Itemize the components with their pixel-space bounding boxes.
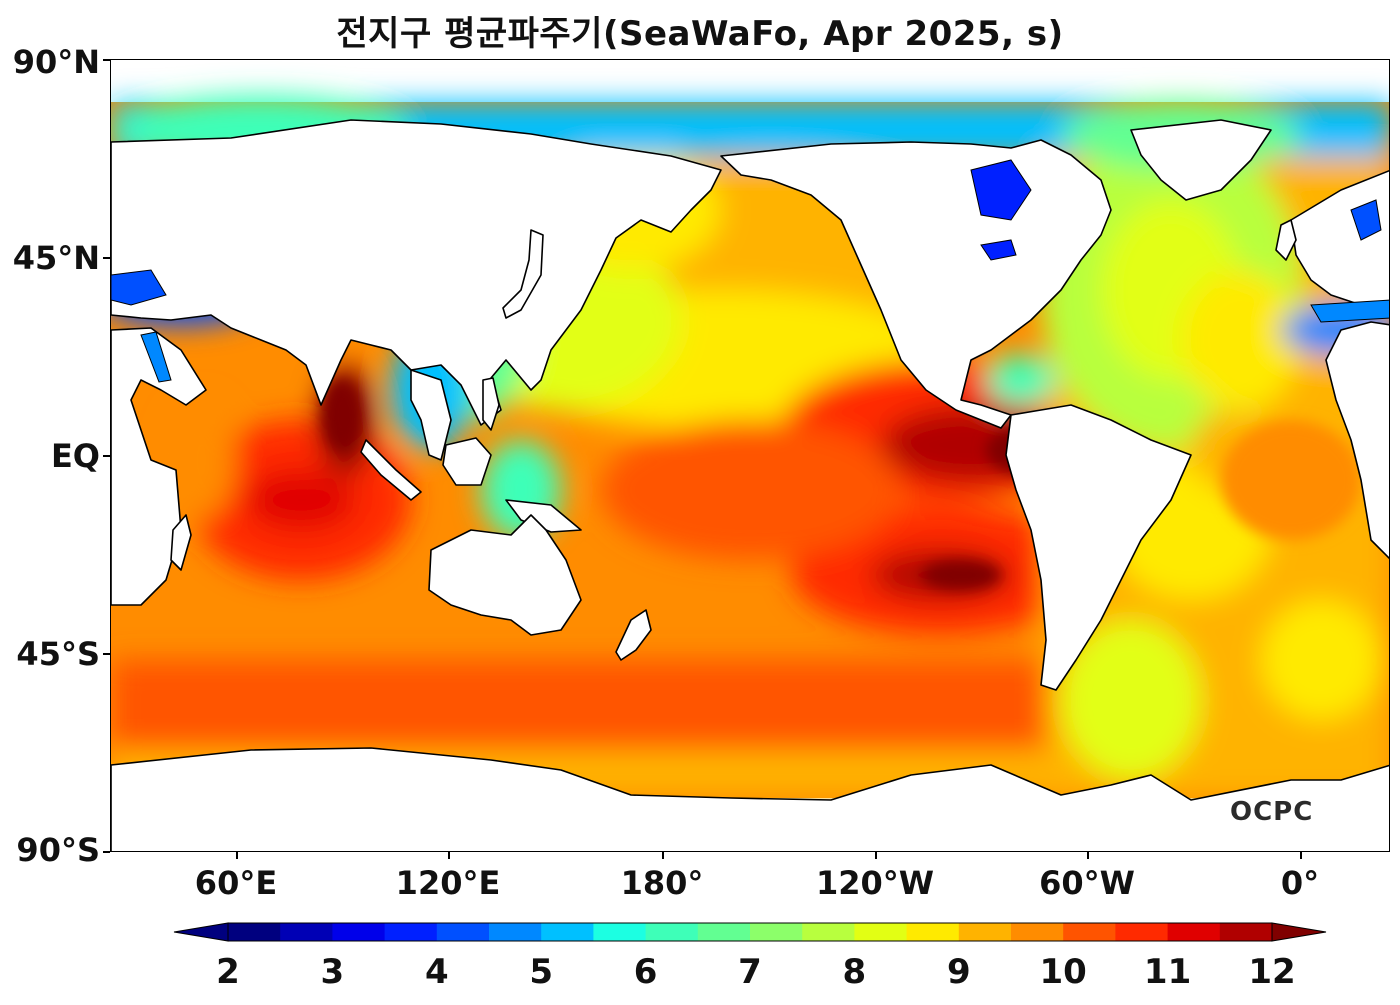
lon-tick [1087, 852, 1089, 859]
colorbar-cell [697, 923, 751, 941]
lon-label-120w: 120°W [815, 864, 935, 902]
lon-label-60e: 60°E [194, 864, 278, 902]
land-philippines [482, 377, 500, 431]
lat-tick [103, 653, 110, 655]
colorbar [173, 922, 1327, 942]
land-africa-arabia [111, 327, 207, 606]
colorbar-cell [854, 923, 908, 941]
colorbar-tick-label: 3 [320, 952, 345, 992]
lat-tick [103, 851, 110, 853]
colorbar-cell [802, 923, 855, 941]
colorbar-cell [958, 923, 1012, 941]
colorbar-cell [384, 923, 438, 941]
lat-label-90n: 90°N [12, 43, 100, 81]
colorbar-cell [541, 923, 594, 941]
colorbar-tick-label: 11 [1143, 952, 1192, 992]
colorbar-cells [228, 923, 1273, 941]
lon-tick [662, 852, 664, 859]
ocpc-logo: OCPC [1230, 797, 1314, 827]
colorbar-cell [1011, 923, 1064, 941]
land-new-guinea [505, 499, 582, 533]
colorbar-cell [1063, 923, 1116, 941]
colorbar-cell [436, 923, 490, 941]
lat-label-45s: 45°S [16, 635, 100, 673]
red-sea [140, 331, 172, 383]
colorbar-cell [489, 923, 542, 941]
baltic-sea [1350, 199, 1382, 241]
land-madagascar [170, 514, 192, 571]
caspian-black-sea [111, 269, 167, 306]
mediterranean-sea [1310, 299, 1389, 323]
colorbar-tick-label: 7 [738, 952, 762, 992]
lon-label-60w: 60°W [1039, 864, 1135, 902]
land-sumatra [360, 439, 422, 501]
lon-label-120e: 120°E [395, 864, 501, 902]
colorbar-tick-label: 9 [946, 952, 971, 992]
map-title: 전지구 평균파주기(SeaWaFo, Apr 2025, s) [336, 14, 1064, 54]
colorbar-under-arrow [173, 922, 229, 942]
land-africa-west [1325, 321, 1389, 560]
land-se-asia [410, 369, 452, 461]
inland-seas [111, 159, 1389, 383]
colorbar-cell [750, 923, 803, 941]
colorbar-tick-label: 2 [216, 952, 240, 992]
land-greenland [1130, 119, 1272, 201]
colorbar-tick-label: 10 [1039, 952, 1087, 992]
lon-tick [448, 852, 450, 859]
land-uk [1275, 219, 1297, 261]
land-australia [428, 514, 582, 636]
lon-tick [875, 852, 877, 859]
lat-label-90s: 90°S [16, 831, 100, 869]
land-south-america [1005, 404, 1192, 691]
lat-tick [103, 455, 110, 457]
great-lakes [980, 239, 1017, 261]
lat-label-eq: EQ [50, 437, 100, 475]
colorbar-cell [332, 923, 386, 941]
land-borneo [442, 437, 492, 486]
colorbar-cell [1167, 923, 1221, 941]
colorbar-cell [228, 923, 281, 941]
colorbar-cell [280, 923, 333, 941]
lat-tick [103, 257, 110, 259]
colorbar-over-arrow [1271, 922, 1327, 942]
colorbar-tick-label: 6 [633, 952, 658, 992]
map-canvas [111, 95, 1389, 851]
colorbar-outline [227, 922, 1273, 942]
lon-label-180: 180° [620, 864, 704, 902]
colorbar-cell [906, 923, 960, 941]
lon-tick [236, 852, 238, 859]
lon-tick [1300, 852, 1302, 859]
lon-label-0: 0° [1280, 864, 1320, 902]
hudson-bay [970, 159, 1032, 221]
colorbar-tick-label: 12 [1248, 952, 1296, 992]
colorbar-tick-label: 5 [529, 952, 554, 992]
land-antarctica [111, 747, 1389, 851]
land-japan [502, 229, 544, 319]
colorbar-tick-label: 8 [842, 952, 867, 992]
colorbar-tick-label: 4 [424, 952, 449, 992]
land-new-zealand [615, 609, 652, 661]
colorbar-cell [593, 923, 647, 941]
lat-label-45n: 45°N [12, 239, 100, 277]
colorbar-cell [1219, 923, 1273, 941]
colorbar-cell [1115, 923, 1169, 941]
lat-tick [103, 59, 110, 61]
colorbar-cell [645, 923, 699, 941]
wave-period-map [110, 59, 1390, 852]
